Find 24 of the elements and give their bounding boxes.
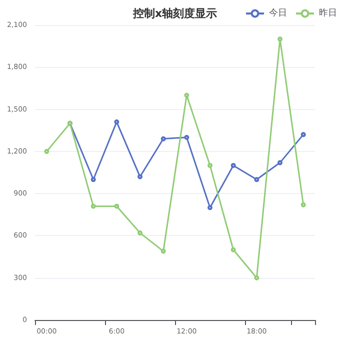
chart-title: 控制x轴刻度显示 [132,7,218,20]
point [230,247,236,252]
point [160,136,166,142]
point [254,177,260,182]
legend-label: 今日 [269,8,287,18]
point [208,205,212,210]
point [184,134,190,140]
point [114,119,120,124]
point [138,230,142,236]
point [278,36,282,42]
point [90,177,96,182]
point [160,248,166,254]
point [114,204,120,209]
point [44,148,50,154]
point [254,275,260,280]
point [300,132,306,138]
point [300,202,306,208]
point [184,92,190,98]
legend-label: 昨日 [319,8,337,18]
point [208,162,212,168]
point [90,204,96,209]
point [230,162,236,168]
point [278,160,282,166]
point [138,174,142,180]
